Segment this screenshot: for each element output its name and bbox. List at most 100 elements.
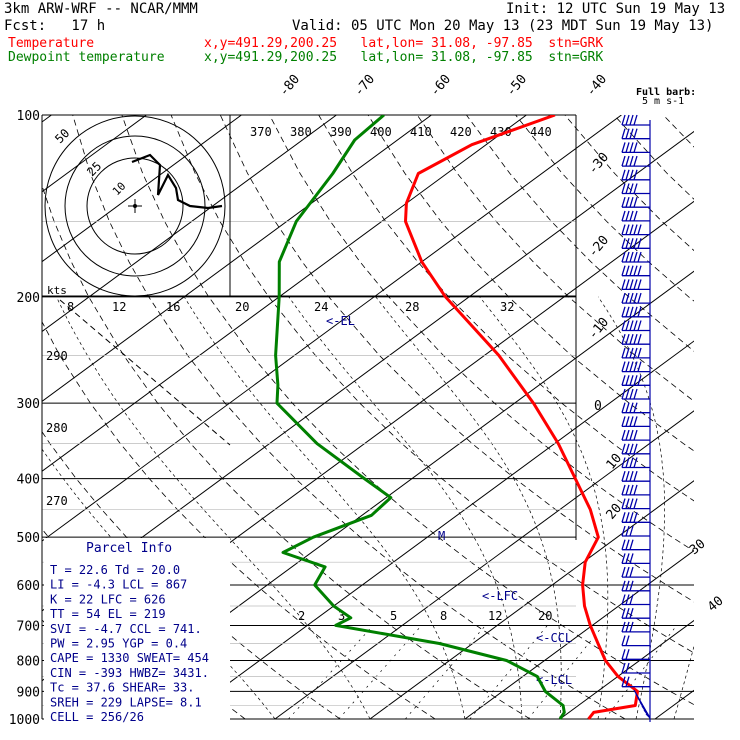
theta-label: 400 [370, 125, 392, 139]
wind-barb-flag [625, 114, 630, 126]
wind-barb-flag [629, 306, 634, 317]
wind-barb [621, 292, 650, 304]
wind-barb-flag [625, 429, 630, 441]
wind-barb-flag [629, 320, 634, 331]
wind-barb-flag [625, 265, 630, 276]
wind-barb [621, 662, 650, 674]
parcel-info-row: K = 22 LFC = 626 [50, 592, 166, 606]
wind-barb-flag [621, 320, 626, 331]
wind-barb-flag [633, 471, 638, 482]
isotherm-line [369, 480, 694, 720]
wind-barb-flag [621, 484, 626, 496]
wind-barb-flag [637, 265, 642, 276]
theta-label: 440 [530, 125, 552, 139]
isotherm-label: 30 [687, 537, 709, 559]
wind-barb-flag [625, 402, 630, 413]
isotherm-label: -20 [586, 233, 613, 261]
parcel-info-row: CIN = -393 HWBZ= 3431. [50, 666, 209, 680]
pressure-tick-label: 1000 [9, 713, 40, 728]
wind-barb-flag [625, 662, 630, 674]
wind-barb-flag [629, 457, 634, 468]
isotherm-line [42, 115, 242, 263]
isotherm-label: -10 [586, 315, 613, 343]
wind-barb-flag [629, 114, 634, 126]
wind-barb-flag [621, 676, 626, 687]
wind-barb-flag [633, 416, 638, 427]
wind-barb-flag [637, 347, 642, 359]
hodograph-unit-label: kts [47, 284, 67, 297]
hodograph-speed-label: 12 [112, 300, 126, 314]
wind-barb-flag [629, 443, 634, 454]
wind-barb-flag [633, 361, 638, 372]
wind-barb-flag [633, 114, 638, 126]
wind-barb-flag [629, 224, 634, 235]
wind-barb-flag [625, 142, 630, 153]
wind-barb-flag [625, 498, 630, 509]
wind-barb-flag [629, 553, 634, 564]
wind-barb-flag [621, 128, 626, 139]
wind-barb-flag [637, 334, 642, 345]
pressure-tick-label: 500 [17, 531, 40, 546]
wind-barb-flag [621, 402, 626, 413]
wind-barb-flag [621, 306, 626, 317]
isotherm-line [42, 115, 337, 333]
hodograph-speed-label: 20 [235, 300, 249, 314]
lfc-annotation: <-LFC [482, 589, 518, 603]
wind-barb [621, 183, 650, 195]
parcel-info-row: Tc = 37.6 SHEAR= 33. [50, 681, 195, 695]
theta-label: 390 [330, 125, 352, 139]
wind-barb-flag [621, 347, 626, 359]
isotherm-label: -40 [584, 72, 611, 100]
wind-barb-flag [625, 183, 630, 194]
dry-adiabat [318, 115, 694, 502]
wind-barb-flag [625, 128, 630, 139]
wind-barb-flag [633, 292, 638, 304]
wind-barb-flag [621, 183, 626, 194]
wind-barb [621, 334, 650, 345]
wind-barb-flag [625, 608, 630, 619]
wind-barb-flag [633, 334, 638, 345]
isotherm-line [42, 115, 622, 542]
wind-barb [621, 347, 650, 359]
hodograph-ring [44, 115, 226, 297]
wind-barb-flag [625, 347, 630, 359]
wind-barb-flag [621, 457, 626, 468]
isotherm-label: 20 [604, 501, 626, 523]
wind-barb-flag [625, 334, 630, 345]
wind-barb-flag [633, 484, 638, 496]
wind-barb-flag [625, 279, 630, 290]
wind-barb-flag [621, 662, 626, 674]
wind-barb-flag [637, 238, 642, 249]
wind-barb-flag [625, 525, 630, 537]
wind-barb-flag [625, 320, 630, 331]
wind-barb [621, 114, 650, 126]
wind-barb-flag [633, 155, 638, 167]
mixing-ratio-label: 2 [298, 609, 305, 623]
wind-barb-flag [629, 155, 634, 167]
wind-barb-flag [625, 471, 630, 482]
parcel-info-row: CELL = 256/26 [50, 710, 144, 724]
mixing-ratio-line [604, 625, 677, 720]
wind-barb [621, 580, 650, 592]
wind-barb-flag [629, 416, 634, 427]
wind-barb-flag [625, 238, 630, 249]
wind-barb-flag [625, 621, 630, 633]
theta-label: 420 [450, 125, 472, 139]
wind-barb-flag [629, 334, 634, 345]
wind-barb-flag [633, 320, 638, 331]
wind-barb [621, 402, 650, 414]
wind-barb-surface [645, 713, 651, 719]
wind-barb-flag [621, 292, 626, 304]
dry-adiabat [219, 115, 694, 603]
dewpoint-info: x,y=491.29,200.25 lat,lon= 31.08, -97.85… [204, 50, 604, 65]
wind-barb-flag [633, 183, 638, 194]
wind-barb-flag [629, 388, 634, 400]
dry-adiabat [170, 115, 694, 654]
wind-barb-flag [625, 169, 630, 180]
wind-barb-flag [633, 197, 638, 208]
wind-barb-flag [629, 128, 634, 139]
parcel-info-row: T = 22.6 Td = 20.0 [50, 563, 180, 577]
wind-barb [621, 429, 650, 441]
wind-barb-flag [621, 525, 626, 537]
